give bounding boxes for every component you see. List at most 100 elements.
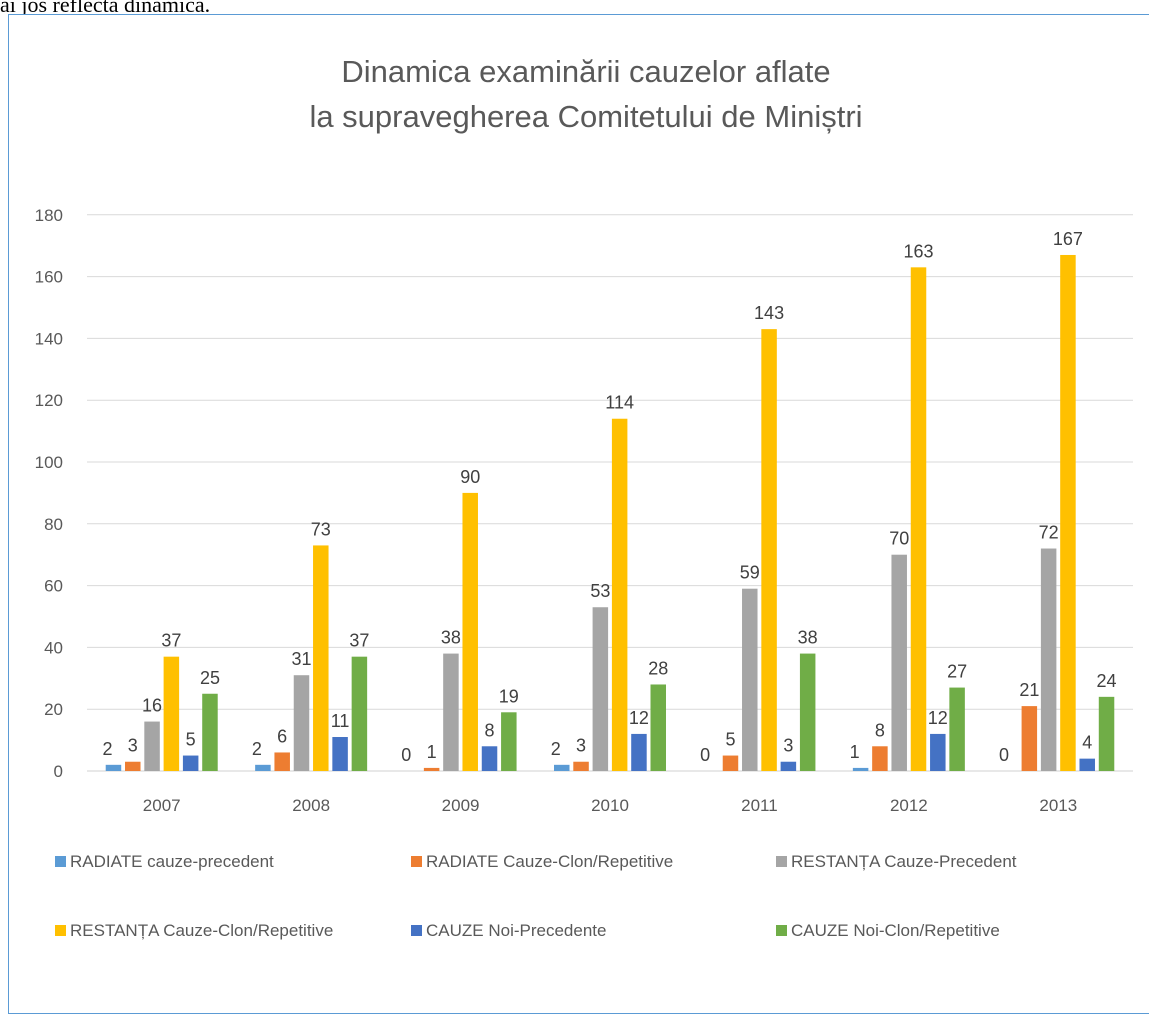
data-label: 167 bbox=[1053, 229, 1083, 249]
bar bbox=[105, 764, 122, 771]
data-label: 0 bbox=[401, 745, 411, 765]
bar bbox=[202, 693, 218, 771]
x-tick-label: 2007 bbox=[143, 796, 181, 815]
data-label: 25 bbox=[200, 668, 220, 688]
x-tick-label: 2010 bbox=[591, 796, 629, 815]
y-tick-label: 40 bbox=[44, 638, 63, 657]
data-label: 73 bbox=[311, 519, 331, 539]
data-label: 16 bbox=[142, 696, 162, 716]
legend-swatch bbox=[776, 856, 787, 867]
bar bbox=[631, 733, 647, 771]
data-label: 0 bbox=[999, 745, 1009, 765]
bar bbox=[930, 733, 946, 771]
data-label: 21 bbox=[1019, 680, 1039, 700]
y-tick-label: 180 bbox=[35, 206, 63, 225]
data-label: 163 bbox=[903, 241, 933, 261]
bar bbox=[949, 687, 965, 771]
chart-frame: Dinamica examinării cauzelor aflate la s… bbox=[8, 14, 1149, 1014]
bar bbox=[255, 764, 271, 771]
chart-title-line-2: la supravegherea Comitetului de Miniștri bbox=[309, 99, 862, 134]
legend-swatch bbox=[55, 925, 66, 936]
bar bbox=[144, 721, 160, 771]
data-label: 59 bbox=[740, 563, 760, 583]
bar bbox=[462, 492, 478, 771]
bar bbox=[293, 675, 310, 771]
y-tick-label: 60 bbox=[44, 577, 63, 596]
data-label: 2 bbox=[551, 739, 561, 759]
y-tick-label: 0 bbox=[54, 762, 63, 781]
bar bbox=[852, 767, 869, 771]
data-label: 4 bbox=[1082, 733, 1092, 753]
bar bbox=[742, 588, 758, 771]
data-label: 12 bbox=[629, 708, 649, 728]
data-label: 90 bbox=[460, 467, 480, 487]
x-tick-label: 2009 bbox=[442, 796, 480, 815]
data-label: 3 bbox=[128, 736, 138, 756]
data-label: 8 bbox=[875, 720, 885, 740]
bar bbox=[163, 656, 180, 771]
legend-label: RADIATE Cauze-Clon/Repetitive bbox=[426, 852, 673, 871]
gridlines bbox=[87, 214, 1133, 772]
bar bbox=[443, 653, 459, 771]
data-label: 1 bbox=[850, 742, 860, 762]
data-label: 53 bbox=[590, 581, 610, 601]
legend-label: CAUZE Noi-Clon/Repetitive bbox=[791, 921, 1000, 940]
bar bbox=[1060, 254, 1076, 772]
bar-chart: Dinamica examinării cauzelor aflate la s… bbox=[35, 54, 1133, 940]
bar bbox=[872, 746, 888, 771]
data-label: 1 bbox=[427, 742, 437, 762]
bar bbox=[1040, 548, 1057, 771]
bar bbox=[313, 545, 329, 771]
bar bbox=[611, 418, 628, 771]
bar bbox=[182, 755, 199, 771]
y-axis-ticks: 0 20 40 60 80 100 120 140 160 180 bbox=[35, 206, 63, 781]
bar bbox=[573, 761, 589, 771]
bar bbox=[1098, 696, 1115, 771]
data-label: 24 bbox=[1097, 671, 1117, 691]
data-label: 5 bbox=[725, 730, 735, 750]
data-label: 114 bbox=[605, 393, 634, 413]
legend-label: RESTANȚA Cauze-Precedent bbox=[791, 852, 1017, 871]
bar bbox=[125, 761, 141, 771]
data-label: 38 bbox=[798, 628, 818, 648]
chart-title-line-1: Dinamica examinării cauzelor aflate bbox=[341, 54, 830, 89]
data-label: 28 bbox=[648, 658, 668, 678]
y-tick-label: 160 bbox=[35, 268, 63, 287]
data-label: 27 bbox=[947, 662, 967, 682]
y-tick-label: 20 bbox=[44, 700, 63, 719]
data-label: 12 bbox=[928, 708, 948, 728]
bar bbox=[650, 684, 666, 771]
legend-label: RESTANȚA Cauze-Clon/Repetitive bbox=[70, 921, 333, 940]
data-label: 19 bbox=[499, 686, 519, 706]
legend-label: CAUZE Noi-Precedente bbox=[426, 921, 606, 940]
bar bbox=[1079, 758, 1095, 771]
legend-swatch bbox=[411, 856, 422, 867]
data-label: 2 bbox=[252, 739, 262, 759]
y-tick-label: 80 bbox=[44, 515, 63, 534]
legend-label: RADIATE cauze-precedent bbox=[70, 852, 274, 871]
bar bbox=[332, 737, 348, 771]
x-tick-label: 2011 bbox=[741, 796, 778, 815]
bar bbox=[891, 554, 907, 771]
bar bbox=[274, 752, 290, 771]
bar bbox=[722, 755, 739, 771]
legend: RADIATE cauze-precedent RADIATE Cauze-Clo… bbox=[55, 852, 1017, 940]
bar bbox=[1021, 706, 1038, 771]
y-tick-label: 140 bbox=[35, 329, 63, 348]
legend-swatch bbox=[411, 925, 422, 936]
data-label: 70 bbox=[889, 529, 909, 549]
bar bbox=[799, 653, 816, 771]
bar bbox=[761, 329, 777, 771]
legend-swatch bbox=[55, 856, 66, 867]
data-label: 37 bbox=[349, 631, 369, 651]
y-tick-label: 100 bbox=[35, 453, 63, 472]
data-label: 37 bbox=[161, 631, 181, 651]
data-label: 3 bbox=[576, 736, 586, 756]
x-tick-label: 2008 bbox=[292, 796, 330, 815]
data-label: 8 bbox=[485, 720, 495, 740]
data-label: 5 bbox=[186, 730, 196, 750]
bars bbox=[105, 254, 1115, 772]
bar bbox=[910, 267, 927, 771]
bar bbox=[423, 767, 440, 771]
x-axis-ticks: 2007 2008 2009 2010 2011 2012 2013 bbox=[143, 796, 1077, 815]
